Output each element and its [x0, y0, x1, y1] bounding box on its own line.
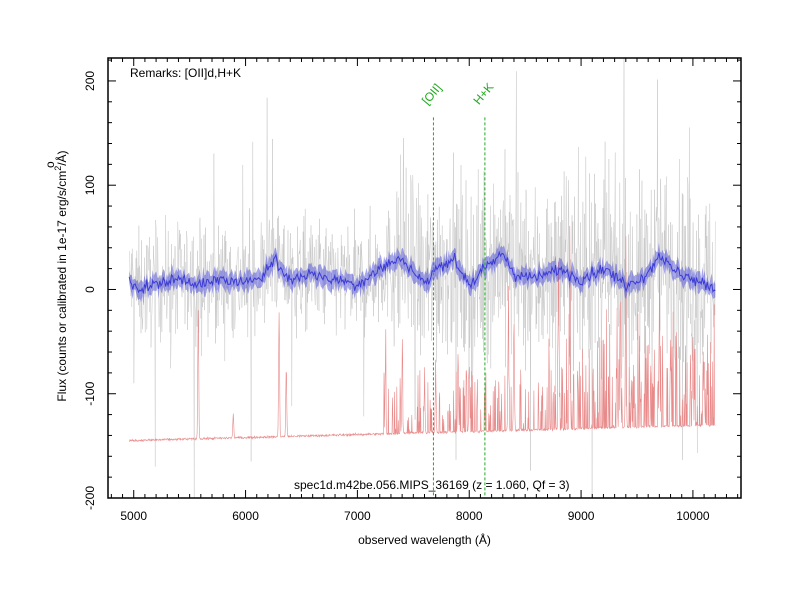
- object-label: spec1d.m42be.056.MIPS_36169 (z = 1.060, …: [294, 478, 570, 492]
- y-tick-label: 100: [83, 175, 97, 195]
- smoothed-spectrum-line: [128, 250, 716, 294]
- smoothed-error-band-area: [129, 240, 716, 305]
- y-axis-title-main: Flux (counts or calibrated in 1e-17 erg/…: [55, 171, 69, 402]
- smoothed-spectrum-series: [128, 250, 716, 294]
- y-axis-title-tail: /Å): [54, 150, 69, 165]
- raw-spectrum-line: [128, 57, 716, 499]
- svg-text:Flux (counts or calibrated in: Flux (counts or calibrated in 1e-17 erg/…: [53, 150, 69, 401]
- raw-spectrum-series: [128, 57, 716, 499]
- y-axis-title-superscript: 2: [53, 166, 63, 171]
- x-tick-label: 6000: [232, 509, 259, 523]
- y-tick-label: 200: [83, 71, 97, 91]
- sky-spectrum-line: [128, 226, 716, 443]
- remarks-annotation: Remarks: [OII]d,H+K: [130, 66, 241, 80]
- axis-ticks: [108, 58, 741, 499]
- x-tick-label: 9000: [568, 509, 595, 523]
- y-tick-label: 0: [83, 286, 97, 293]
- line-marker-label-0: [OII]: [419, 81, 444, 107]
- y-tick-label: -200: [83, 486, 97, 510]
- smoothed-error-band: [129, 240, 716, 305]
- y-axis-title-ring: o: [43, 161, 57, 168]
- line-marker-label-1: H+K: [470, 80, 496, 107]
- x-tick-label: 7000: [344, 509, 371, 523]
- x-tick-label: 5000: [120, 509, 147, 523]
- x-tick-label: 8000: [456, 509, 483, 523]
- axis-tick-labels: 5000 6000 7000 8000 9000 10000 -200 -100 0 100 200: [83, 71, 710, 523]
- y-axis-title: Flux (counts or calibrated in 1e-17 erg/…: [43, 150, 69, 401]
- x-tick-label: 10000: [676, 509, 710, 523]
- y-tick-label: -100: [83, 381, 97, 405]
- x-axis-title: observed wavelength (Å): [358, 532, 491, 547]
- sky-spectrum-series: [128, 226, 716, 443]
